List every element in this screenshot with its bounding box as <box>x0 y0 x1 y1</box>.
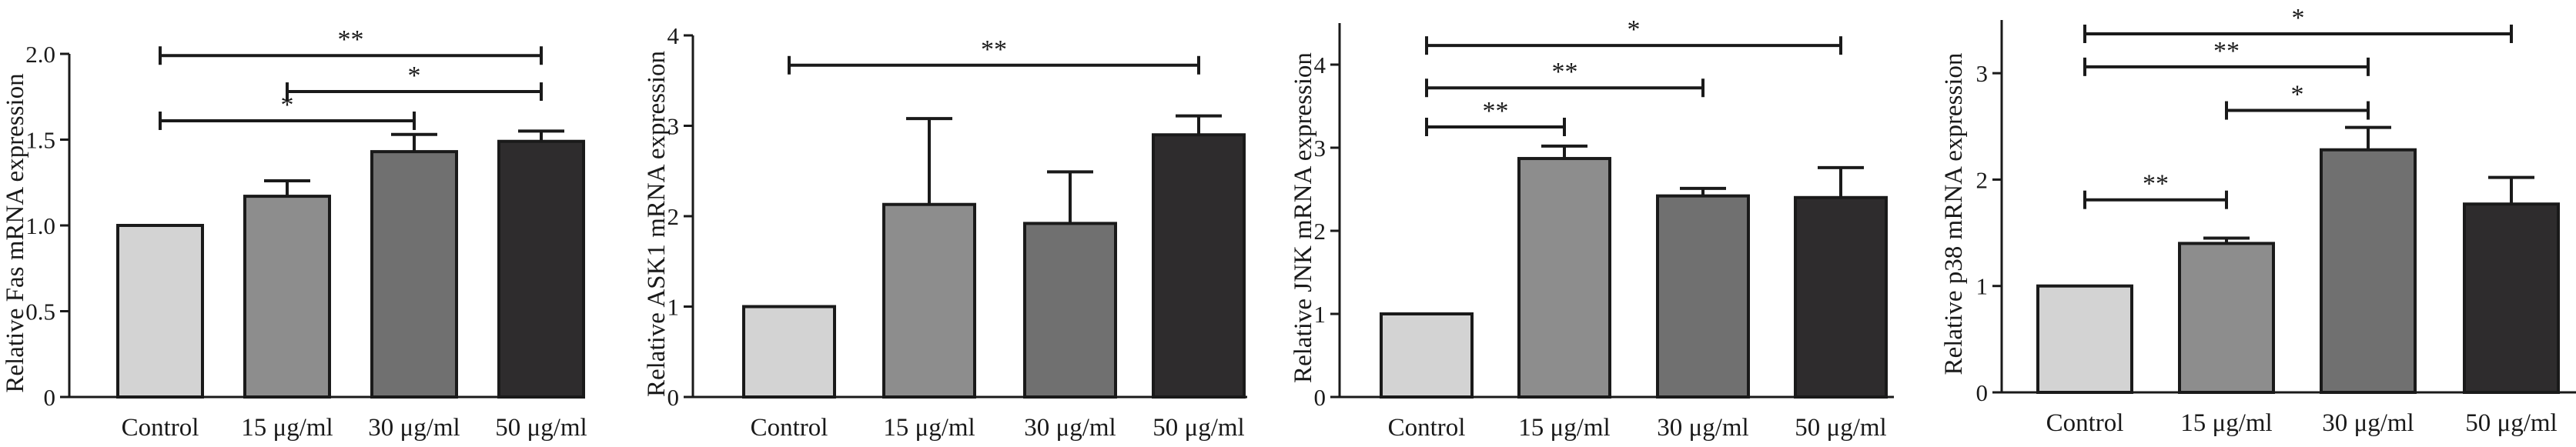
category-label: 15 μg/ml <box>241 414 333 442</box>
bar-1 <box>2178 242 2275 394</box>
bar-1 <box>1517 157 1611 399</box>
bar-3 <box>1152 133 1246 399</box>
significance-label: ** <box>2213 37 2240 65</box>
y-tick-label: 0 <box>1314 384 1326 411</box>
significance-label: * <box>1628 15 1641 44</box>
significance-label: * <box>2292 4 2305 32</box>
category-label: 15 μg/ml <box>2180 409 2272 437</box>
y-tick-label: 0 <box>667 384 680 411</box>
bar-3 <box>2463 202 2560 394</box>
y-tick-label: 2 <box>667 203 680 230</box>
category-label: 30 μg/ml <box>1657 414 1748 442</box>
category-label: 50 μg/ml <box>495 414 587 442</box>
y-tick-label: 3 <box>1314 135 1326 162</box>
bar-1 <box>243 195 331 399</box>
bar-2 <box>370 150 458 399</box>
bar-3 <box>1794 195 1888 399</box>
y-tick-label: 3 <box>1976 60 1989 87</box>
bar-2 <box>2320 148 2417 395</box>
y-tick-label: 0 <box>44 384 56 411</box>
significance-label: * <box>2291 81 2304 109</box>
y-tick-label: 1 <box>1314 301 1326 328</box>
y-tick-label: 3 <box>667 113 680 140</box>
category-label: 30 μg/ml <box>368 414 460 442</box>
bar-0 <box>1380 312 1474 399</box>
significance-label: ** <box>1552 58 1578 86</box>
category-label: 50 μg/ml <box>1153 414 1244 442</box>
category-label: 15 μg/ml <box>883 414 975 442</box>
significance-label: ** <box>2143 170 2169 198</box>
y-axis-title: Relative Fas mRNA expression <box>2 73 29 392</box>
y-tick-label: 2 <box>1314 218 1326 245</box>
significance-label: ** <box>338 25 364 54</box>
significance-label: ** <box>981 35 1007 64</box>
bar-1 <box>882 202 976 399</box>
ask1-chart-panel: 0 1 2 3 4 Control 15 μg/ml 30 μg/ml 50 μg/ml ** Re… <box>643 22 1247 442</box>
y-tick-label: 1 <box>1976 273 1989 300</box>
y-tick-label: 0 <box>1976 379 1989 406</box>
category-label: 50 μg/ml <box>1795 414 1886 442</box>
category-label: Control <box>1388 414 1466 442</box>
y-axis-title: Relative ASK1 mRNA expression <box>643 51 671 397</box>
y-tick-label: 2.0 <box>25 41 55 68</box>
category-label: 15 μg/ml <box>1518 414 1610 442</box>
bar-2 <box>1023 222 1117 399</box>
significance-label: ** <box>1483 97 1509 125</box>
y-tick-label: 0.5 <box>25 299 55 325</box>
y-tick-label: 1 <box>667 294 680 321</box>
category-label: Control <box>2046 409 2124 437</box>
significance-label: * <box>281 91 294 119</box>
category-label: Control <box>751 414 828 442</box>
y-axis-title: Relative JNK mRNA expression <box>1290 52 1317 383</box>
y-tick-label: 1.5 <box>25 127 55 154</box>
category-label: 30 μg/ml <box>2322 409 2414 437</box>
bar-0 <box>742 305 836 399</box>
fas-chart-panel: 0 0.5 1.0 1.5 2.0 Control 15 μg/ml 30 μg/ml 50 μ… <box>2 25 587 442</box>
category-label: 30 μg/ml <box>1024 414 1116 442</box>
category-label: 50 μg/ml <box>2465 409 2557 437</box>
bar-3 <box>497 139 585 399</box>
y-tick-label: 4 <box>1314 52 1326 78</box>
y-axis-title: Relative p38 mRNA expression <box>1940 53 1968 375</box>
y-tick-label: 2 <box>1976 166 1989 193</box>
category-label: Control <box>122 414 199 442</box>
significance-label: * <box>408 62 421 90</box>
bar-2 <box>1656 194 1750 399</box>
bar-0 <box>116 224 204 399</box>
y-tick-label: 1.0 <box>25 212 55 239</box>
y-tick-label: 4 <box>667 22 680 49</box>
bar-0 <box>2036 284 2133 395</box>
